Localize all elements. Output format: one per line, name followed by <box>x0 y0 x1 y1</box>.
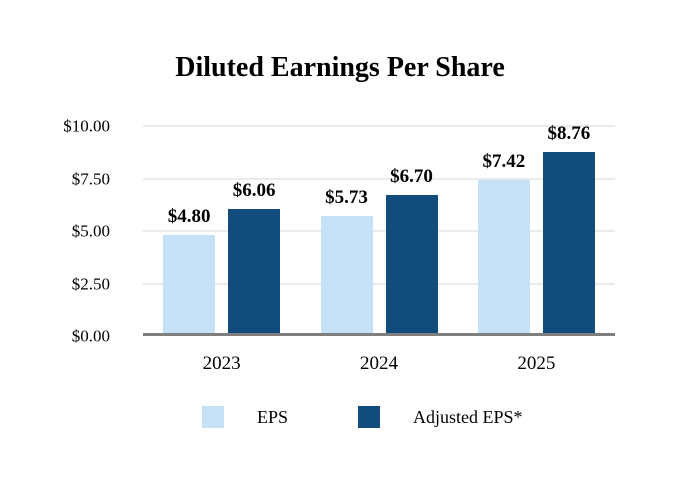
y-tick-label: $5.00 <box>71 221 110 241</box>
y-tick-label: $2.50 <box>71 274 110 293</box>
x-axis-line <box>143 333 615 336</box>
legend-item: EPS <box>202 406 288 428</box>
bar-value-label: $8.76 <box>547 123 591 145</box>
x-tick-label-2025: 2025 <box>517 353 556 374</box>
y-tick-label: $7.50 <box>71 169 110 188</box>
legend-swatch-icon <box>358 406 380 428</box>
legend: EPS Adjusted EPS* <box>0 405 680 429</box>
gridline <box>143 230 615 232</box>
bar-adjusted-eps-2025 <box>542 152 595 334</box>
bar-value-label: $4.80 <box>167 206 211 228</box>
bar-value-label: $7.42 <box>482 151 526 173</box>
bar-eps-2023 <box>163 235 216 334</box>
bar-value-label: $6.06 <box>232 179 276 201</box>
gridline <box>143 177 615 180</box>
legend-swatch-icon <box>202 406 224 428</box>
bar-value-label: $6.70 <box>390 166 433 188</box>
bar-eps-2024 <box>320 215 373 334</box>
bar-eps-2025 <box>477 180 530 334</box>
chart-title: Diluted Earnings Per Share <box>175 52 505 83</box>
legend-label: EPS <box>257 407 289 427</box>
bar-value-label: $5.73 <box>325 186 368 208</box>
legend-item: Adjusted EPS* <box>358 406 523 428</box>
x-tick-label-2024: 2024 <box>360 353 398 374</box>
bar-adjusted-eps-2024 <box>385 195 438 334</box>
bar-adjusted-eps-2023 <box>228 208 281 334</box>
gridline <box>143 282 615 285</box>
y-tick-label: $10.00 <box>63 116 110 136</box>
legend-label: Adjusted EPS* <box>413 407 523 427</box>
gridline <box>143 125 615 127</box>
y-tick-label: $0.00 <box>71 326 110 346</box>
x-tick-label-2023: 2023 <box>202 353 241 374</box>
